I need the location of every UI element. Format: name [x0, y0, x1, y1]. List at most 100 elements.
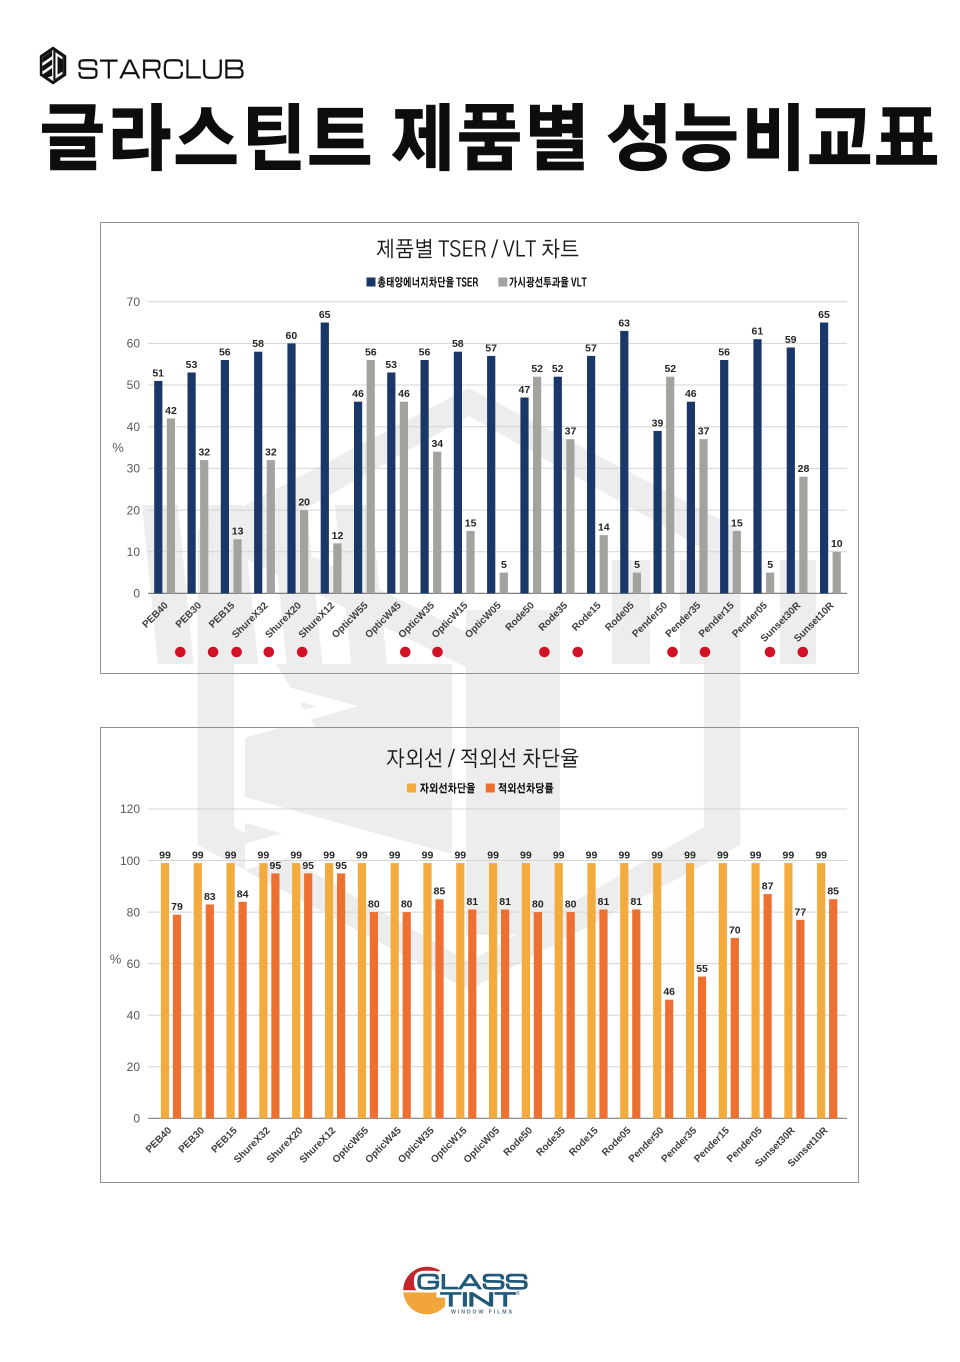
svg-text:20: 20 — [127, 1060, 141, 1074]
svg-text:52: 52 — [531, 363, 543, 375]
svg-text:99: 99 — [356, 850, 368, 862]
svg-text:5: 5 — [501, 559, 507, 571]
svg-text:40: 40 — [127, 420, 141, 434]
svg-text:46: 46 — [398, 388, 410, 400]
svg-text:0: 0 — [133, 587, 140, 601]
svg-text:83: 83 — [204, 891, 216, 903]
svg-text:99: 99 — [586, 850, 598, 862]
svg-text:80: 80 — [532, 899, 544, 911]
svg-text:%: % — [110, 952, 122, 967]
svg-text:20: 20 — [127, 503, 141, 517]
svg-text:37: 37 — [698, 426, 710, 438]
svg-text:99: 99 — [454, 850, 466, 862]
svg-text:80: 80 — [565, 899, 577, 911]
svg-text:99: 99 — [651, 850, 663, 862]
svg-text:81: 81 — [630, 896, 642, 908]
svg-text:37: 37 — [565, 426, 577, 438]
svg-text:50: 50 — [127, 378, 141, 392]
svg-text:56: 56 — [219, 347, 231, 359]
svg-text:70: 70 — [729, 924, 741, 936]
svg-text:20: 20 — [298, 497, 310, 509]
svg-text:10: 10 — [127, 545, 141, 559]
svg-text:63: 63 — [618, 317, 630, 329]
svg-text:99: 99 — [750, 850, 762, 862]
svg-text:56: 56 — [718, 347, 730, 359]
svg-text:70: 70 — [127, 295, 141, 309]
svg-text:40: 40 — [127, 1008, 141, 1022]
svg-text:99: 99 — [290, 850, 302, 862]
svg-text:60: 60 — [127, 337, 141, 351]
svg-text:58: 58 — [452, 338, 464, 350]
svg-text:28: 28 — [798, 463, 810, 475]
svg-text:80: 80 — [127, 905, 141, 919]
svg-text:99: 99 — [258, 850, 270, 862]
svg-text:46: 46 — [352, 388, 364, 400]
svg-text:99: 99 — [422, 850, 434, 862]
svg-text:56: 56 — [365, 347, 377, 359]
svg-text:95: 95 — [335, 860, 347, 872]
svg-text:WINDOW FILMS: WINDOW FILMS — [451, 1310, 513, 1316]
svg-text:12: 12 — [332, 530, 344, 542]
svg-text:46: 46 — [685, 388, 697, 400]
svg-text:87: 87 — [762, 881, 774, 893]
svg-text:57: 57 — [485, 342, 497, 354]
svg-text:99: 99 — [487, 850, 499, 862]
svg-text:13: 13 — [232, 526, 244, 538]
svg-text:80: 80 — [368, 899, 380, 911]
svg-text:55: 55 — [696, 963, 708, 975]
svg-text:®: ® — [516, 1290, 520, 1297]
svg-text:99: 99 — [717, 850, 729, 862]
svg-text:53: 53 — [385, 359, 397, 371]
svg-text:99: 99 — [225, 850, 237, 862]
svg-text:60: 60 — [127, 957, 141, 971]
svg-text:84: 84 — [237, 888, 249, 900]
svg-text:81: 81 — [466, 896, 478, 908]
svg-text:99: 99 — [520, 850, 532, 862]
svg-text:52: 52 — [552, 363, 564, 375]
svg-text:60: 60 — [286, 330, 298, 342]
svg-text:81: 81 — [499, 896, 511, 908]
svg-text:99: 99 — [618, 850, 630, 862]
svg-text:59: 59 — [785, 334, 797, 346]
svg-text:95: 95 — [302, 860, 314, 872]
svg-text:32: 32 — [265, 447, 277, 459]
svg-text:56: 56 — [419, 347, 431, 359]
svg-text:95: 95 — [270, 860, 282, 872]
svg-text:99: 99 — [553, 850, 565, 862]
svg-text:99: 99 — [815, 850, 827, 862]
svg-text:15: 15 — [731, 517, 743, 529]
svg-text:0: 0 — [133, 1112, 140, 1126]
svg-text:46: 46 — [663, 986, 675, 998]
svg-text:52: 52 — [664, 363, 676, 375]
svg-text:5: 5 — [634, 559, 640, 571]
svg-text:65: 65 — [319, 309, 331, 321]
svg-text:5: 5 — [767, 559, 773, 571]
svg-text:%: % — [112, 440, 124, 455]
svg-text:99: 99 — [159, 850, 171, 862]
svg-text:77: 77 — [795, 906, 807, 918]
svg-text:65: 65 — [818, 309, 830, 321]
svg-text:53: 53 — [186, 359, 198, 371]
svg-text:99: 99 — [192, 850, 204, 862]
svg-text:100: 100 — [120, 854, 140, 868]
svg-text:99: 99 — [684, 850, 696, 862]
svg-text:32: 32 — [198, 447, 210, 459]
svg-text:99: 99 — [783, 850, 795, 862]
svg-text:85: 85 — [827, 886, 839, 898]
svg-text:99: 99 — [389, 850, 401, 862]
svg-text:47: 47 — [519, 384, 531, 396]
svg-text:79: 79 — [171, 901, 183, 913]
svg-text:58: 58 — [252, 338, 264, 350]
svg-text:85: 85 — [434, 886, 446, 898]
svg-text:81: 81 — [598, 896, 610, 908]
svg-text:42: 42 — [165, 405, 177, 417]
svg-text:51: 51 — [152, 367, 164, 379]
svg-text:15: 15 — [465, 517, 477, 529]
svg-text:61: 61 — [752, 326, 764, 338]
svg-text:120: 120 — [120, 802, 140, 816]
svg-text:10: 10 — [831, 538, 843, 550]
svg-text:39: 39 — [652, 417, 664, 429]
svg-text:30: 30 — [127, 462, 141, 476]
svg-text:99: 99 — [323, 850, 335, 862]
svg-text:80: 80 — [401, 899, 413, 911]
